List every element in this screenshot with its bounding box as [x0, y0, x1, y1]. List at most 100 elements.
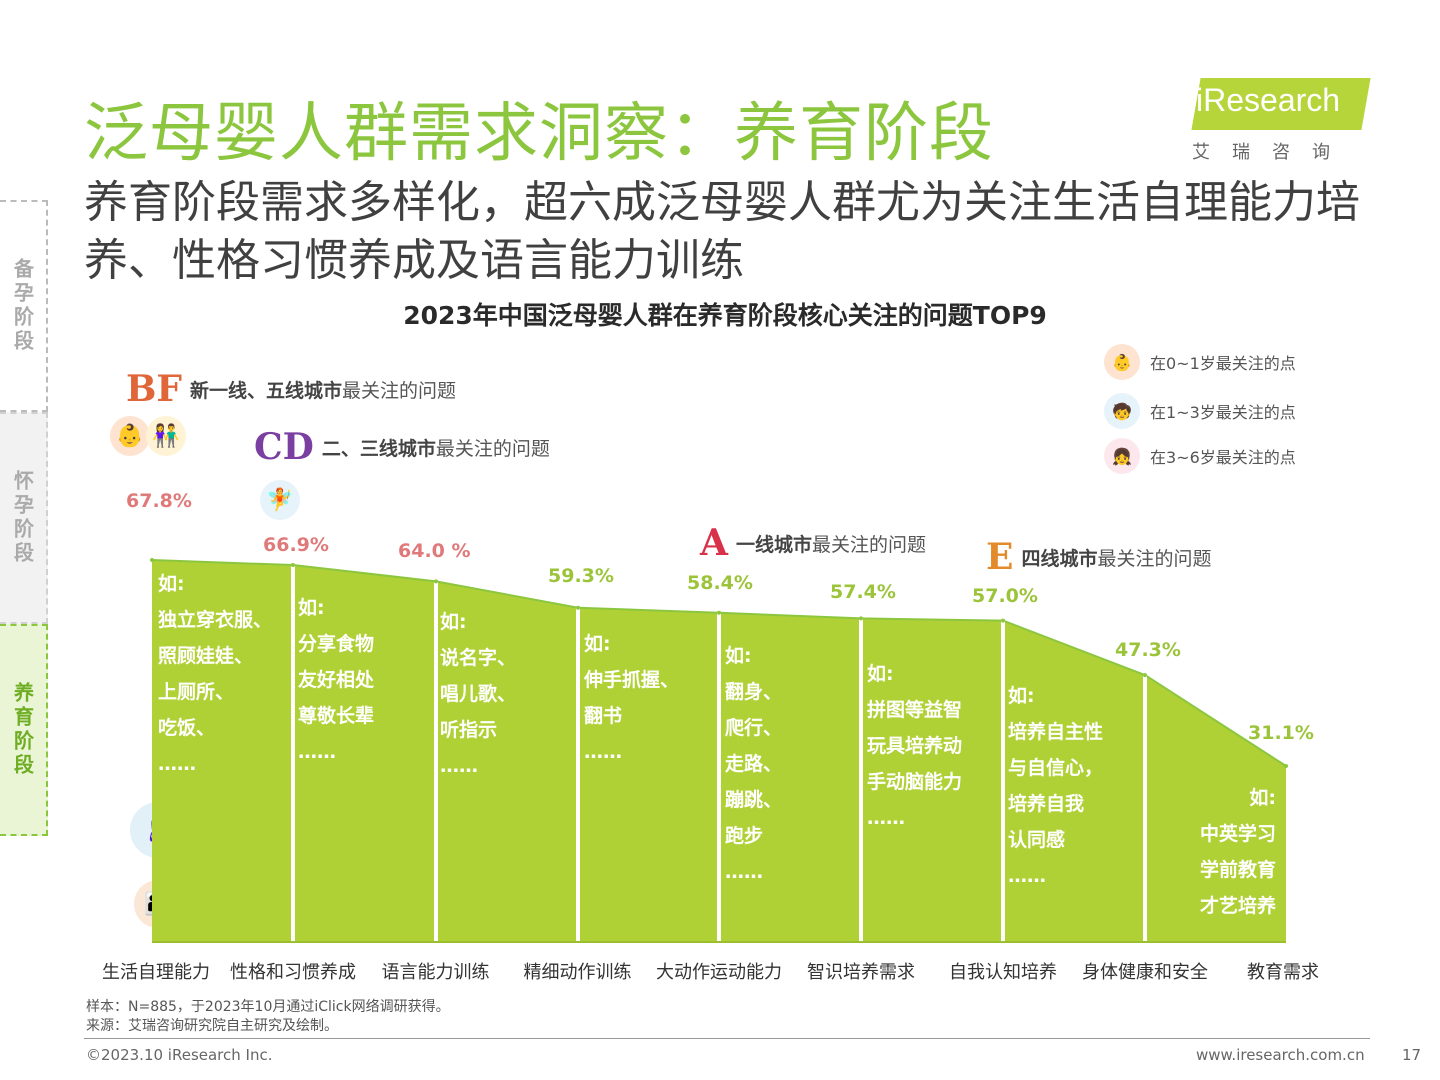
city-tag-bold: 一线城市 [735, 533, 812, 556]
city-tag-rest: 最关注的问题 [342, 379, 457, 402]
city-tag-rest: 最关注的问题 [435, 437, 550, 460]
example-line: 照顾娃娃、 [158, 645, 254, 667]
example-line: 培养自我 [1008, 793, 1085, 815]
category-label: 精细动作训练 [523, 962, 632, 983]
side-tab-pregnancy[interactable]: 怀孕阶段 [0, 412, 48, 624]
data-label: 57.0% [972, 585, 1038, 607]
data-point [434, 579, 438, 584]
data-label: 64.0 % [398, 540, 471, 562]
example-line: 上厕所、 [158, 681, 235, 703]
example-text: 如: 培养自主性 与自信心， 培养自我 认同感 …… [1008, 678, 1103, 894]
side-tab-parenting[interactable]: 养育阶段 [0, 624, 48, 836]
example-line: …… [725, 861, 763, 883]
baby-icon: 👶 [110, 416, 150, 456]
category-label: 大动作运动能力 [656, 962, 782, 983]
example-text: 如: 中英学习 学前教育 才艺培养 [1200, 780, 1276, 924]
example-line: 与自信心， [1008, 757, 1104, 779]
example-line: 听指示 [440, 719, 498, 741]
page-title: 泛母婴人群需求洞察：养育阶段 [84, 97, 994, 171]
example-line: 认同感 [1008, 829, 1066, 851]
example-line: 蹦跳、 [725, 789, 783, 811]
data-label: 31.1% [1248, 722, 1314, 744]
data-point [150, 558, 154, 562]
data-label: 66.9% [263, 534, 329, 556]
source-note: 来源：艾瑞咨询研究院自主研究及绘制。 [86, 1018, 338, 1034]
chart-title: 2023年中国泛母婴人群在养育阶段核心关注的问题TOP9 [403, 301, 1047, 330]
example-line: 说名字、 [440, 647, 517, 669]
example-line: …… [1008, 865, 1046, 887]
example-line: 如: [725, 645, 752, 667]
data-label: 67.8% [126, 490, 192, 512]
example-line: 培养自主性 [1008, 721, 1104, 743]
example-line: 如: [158, 573, 185, 595]
example-line: …… [158, 753, 196, 775]
logo-cn: 艾瑞咨询 [1192, 142, 1352, 163]
city-tag-bold: 四线城市 [1021, 547, 1098, 570]
example-line: …… [440, 755, 478, 777]
city-tag-bf: BF 新一线、五线城市 最关注的问题 [126, 368, 456, 410]
example-line: 爬行、 [725, 717, 783, 739]
example-line: 翻书 [584, 705, 623, 727]
data-point [576, 605, 580, 610]
example-line: 跑步 [725, 825, 764, 847]
page-subtitle: 养育阶段需求多样化，超六成泛母婴人群尤为关注生活自理能力培养、性格习惯养成及语言… [84, 177, 1360, 286]
example-line: 玩具培养动 [867, 735, 963, 757]
letters-icon: A [700, 522, 728, 564]
legend-label: 在3~6岁最关注的点 [1150, 448, 1296, 467]
example-line: …… [298, 741, 336, 763]
example-line: 拼图等益智 [867, 699, 963, 721]
example-line: 伸手抓握、 [584, 669, 680, 691]
chart-layer [150, 558, 1288, 943]
category-label: 智识培养需求 [807, 962, 915, 983]
footer-divider [84, 1038, 1370, 1039]
side-tab-prepregnancy[interactable]: 备孕阶段 [0, 200, 48, 412]
city-tag-bold: 新一线、五线城市 [190, 379, 343, 402]
data-label: 59.3% [548, 565, 614, 587]
example-line: 如: [440, 611, 467, 633]
example-line: 如: [1249, 787, 1277, 809]
example-line: 吃饭、 [158, 717, 216, 739]
sample-note: 样本：N=885，于2023年10月通过iClick网络调研获得。 [86, 999, 450, 1015]
data-label: 47.3% [1115, 639, 1181, 661]
data-point [1284, 764, 1288, 768]
example-line: 中英学习 [1200, 823, 1277, 845]
children-icon: 👫 [146, 416, 186, 456]
example-line: 唱儿歌、 [440, 683, 517, 705]
data-label: 57.4% [830, 581, 896, 603]
category-label: 自我认知培养 [949, 962, 1057, 983]
side-tab-label: 备孕阶段 [10, 258, 35, 354]
legend-item-3-6: 👧 在3~6岁最关注的点 [1104, 438, 1296, 474]
example-text: 如: 伸手抓握、 翻书 …… [584, 626, 679, 770]
city-tag-rest: 最关注的问题 [811, 533, 926, 556]
data-point [291, 563, 295, 568]
example-line: 走路、 [725, 753, 783, 775]
city-tag-e: E 四线城市 最关注的问题 [986, 536, 1211, 578]
legend-item-1-3: 🧒 在1~3岁最关注的点 [1104, 393, 1296, 429]
footer-url: www.iresearch.com.cn [1196, 1046, 1365, 1064]
example-line: 手动脑能力 [867, 771, 963, 793]
example-line: 独立穿衣服、 [158, 609, 273, 631]
letters-icon: CD [254, 426, 314, 468]
category-label: 性格和习惯养成 [230, 962, 356, 983]
side-tab-label: 养育阶段 [10, 682, 35, 778]
city-tag-bold: 二、三线城市 [321, 437, 436, 460]
example-line: 尊敬长辈 [298, 705, 375, 727]
legend-label: 在0~1岁最关注的点 [1150, 354, 1296, 373]
example-line: 翻身、 [725, 681, 783, 703]
example-line: 如: [584, 633, 611, 655]
side-tab-label: 怀孕阶段 [10, 470, 35, 566]
city-tag-a: A 一线城市 最关注的问题 [700, 522, 926, 564]
category-label: 教育需求 [1247, 962, 1319, 983]
category-label: 身体健康和安全 [1082, 962, 1208, 983]
data-point [717, 610, 721, 615]
toddler-icon: 🧒 [1104, 393, 1140, 429]
example-line: …… [867, 807, 905, 829]
legend-item-0-1: 👶 在0~1岁最关注的点 [1104, 344, 1296, 380]
example-text: 如: 分享食物 友好相处 尊敬长辈 …… [298, 590, 374, 770]
logo-word: iResearch [1196, 82, 1341, 118]
data-point [1001, 618, 1005, 623]
footer-copyright: ©2023.10 iResearch Inc. [86, 1046, 273, 1064]
example-text: 如: 拼图等益智 玩具培养动 手动脑能力 …… [867, 656, 962, 836]
iresearch-logo: iResearch 艾瑞咨询 [1190, 74, 1371, 164]
